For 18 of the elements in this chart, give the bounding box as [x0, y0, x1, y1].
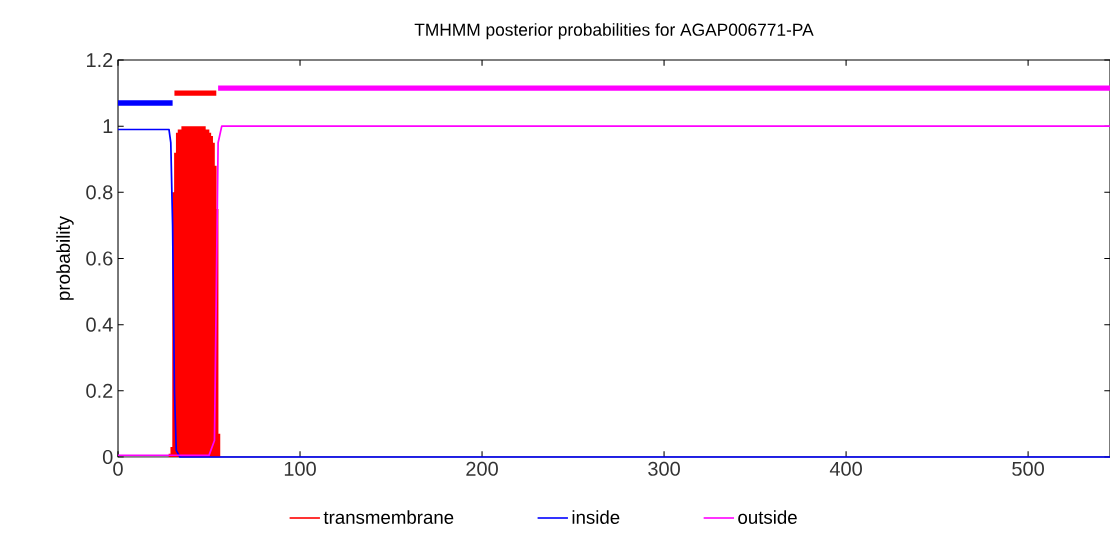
- y-tick-label: 0.4: [86, 317, 113, 332]
- y-tick-label: 0.6: [86, 251, 113, 266]
- legend-label: transmembrane: [323, 510, 454, 524]
- x-tick-label: 500: [1012, 461, 1044, 476]
- y-tick-label: 1: [103, 119, 113, 134]
- x-tick-label: 400: [829, 461, 862, 476]
- y-tick-label: 0: [102, 449, 113, 465]
- x-tick-label: 200: [466, 461, 498, 476]
- chart-title: TMHMM posterior probabilities for AGAP006771-PA: [414, 23, 814, 40]
- y-tick-label: 1.2: [87, 53, 113, 67]
- x-tick-label: 300: [648, 461, 680, 476]
- x-tick-label: 0: [113, 461, 123, 476]
- legend-label: outside: [738, 510, 797, 524]
- y-tick-label: 0.2: [86, 383, 113, 398]
- legend-label: inside: [572, 510, 620, 524]
- y-axis-title: probability: [56, 216, 74, 300]
- y-tick-label: 0.8: [86, 185, 113, 200]
- x-tick-label: 100: [284, 461, 316, 476]
